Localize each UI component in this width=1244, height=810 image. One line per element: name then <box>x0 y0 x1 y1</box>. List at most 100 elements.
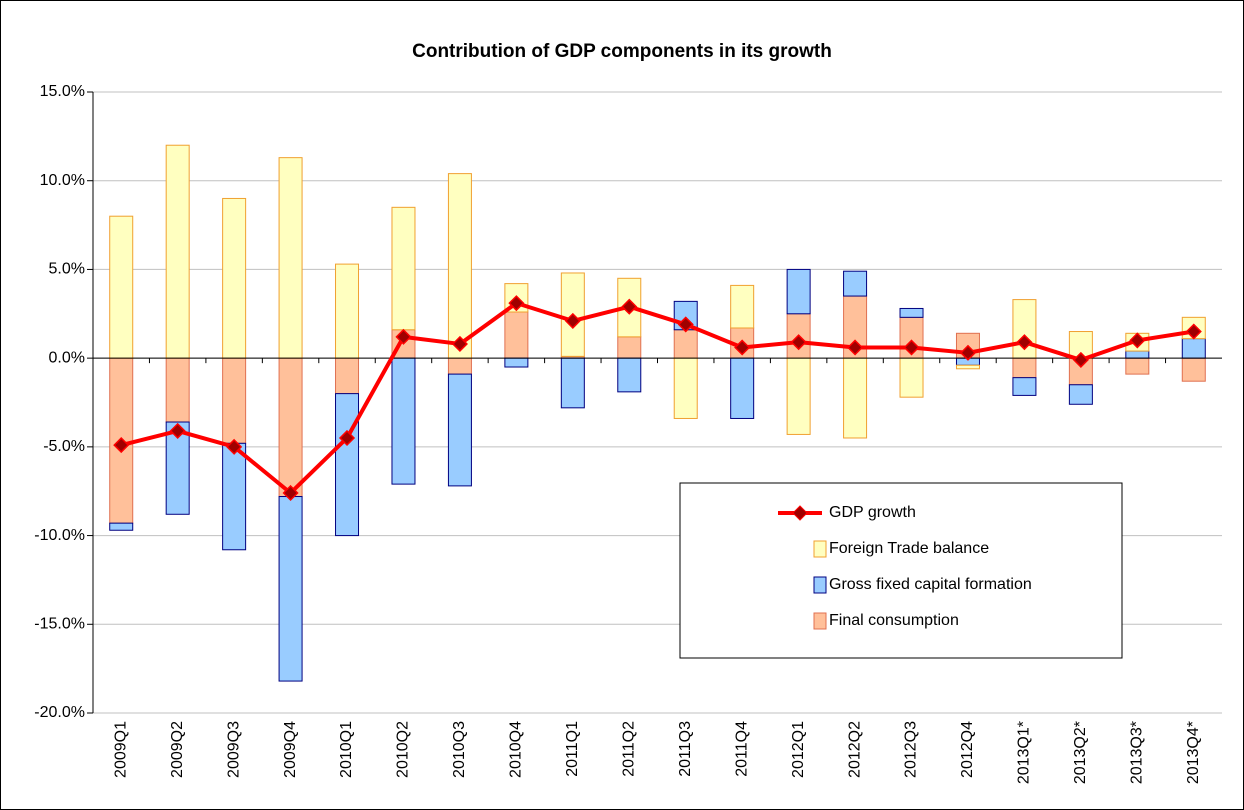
x-tick-label: 2009Q2 <box>169 721 186 778</box>
x-tick-label: 2010Q3 <box>451 721 468 778</box>
x-tick-label: 2013Q2* <box>1072 721 1089 784</box>
legend-label: Gross fixed capital formation <box>829 576 1032 593</box>
x-tick-label: 2009Q1 <box>112 721 129 778</box>
x-tick-label: 2011Q3 <box>677 721 694 777</box>
bar <box>222 357 247 444</box>
bar <box>843 270 868 297</box>
legend-box <box>679 482 1123 659</box>
legend-label: GDP growth <box>829 504 916 521</box>
bar <box>447 357 472 375</box>
x-tick-label: 2011Q1 <box>564 721 581 777</box>
marker <box>621 298 638 315</box>
x-tick-label: 2013Q4* <box>1185 721 1202 784</box>
marker <box>282 484 299 502</box>
marker <box>677 316 694 333</box>
marker <box>847 339 864 356</box>
y-tick-label: 10.0% <box>40 172 85 189</box>
marker <box>1129 332 1146 349</box>
bar <box>447 373 472 487</box>
bar <box>278 357 303 498</box>
legend-label: Final consumption <box>829 612 959 629</box>
marker <box>1185 323 1202 340</box>
marker <box>169 422 186 439</box>
line <box>120 301 1195 495</box>
marker <box>790 334 807 351</box>
legend-label: Foreign Trade balance <box>829 540 989 557</box>
x-tick-label: 2010Q2 <box>395 721 412 778</box>
bar <box>730 284 755 329</box>
bar <box>165 357 190 423</box>
chart-title: Contribution of GDP components in its gr… <box>412 41 832 62</box>
legend-marker <box>792 505 808 521</box>
x-tick-label: 2013Q1* <box>1016 721 1033 784</box>
marker <box>1016 334 1033 351</box>
bar <box>673 357 698 419</box>
x-tick-label: 2013Q3* <box>1129 721 1146 784</box>
y-tick-label: 0.0% <box>49 349 85 366</box>
bar <box>1012 377 1037 396</box>
bar <box>1068 384 1093 405</box>
bar <box>391 206 416 331</box>
marker <box>959 344 977 361</box>
bar <box>109 522 134 531</box>
bar <box>165 144 190 359</box>
y-tick-label: -10.0% <box>34 527 85 544</box>
marker <box>113 437 130 454</box>
bar <box>165 421 190 515</box>
bar <box>560 357 585 409</box>
bar <box>1181 338 1206 359</box>
bar <box>504 357 529 368</box>
marker <box>338 429 356 447</box>
marker <box>508 295 525 312</box>
y-tick-label: 5.0% <box>49 261 85 278</box>
x-tick-label: 2009Q4 <box>282 721 299 778</box>
marker <box>1072 351 1089 368</box>
marker <box>564 312 581 329</box>
x-tick-label: 2011Q4 <box>733 721 750 777</box>
bar <box>617 357 642 393</box>
x-tick-label: 2011Q2 <box>620 721 637 777</box>
legend-swatch <box>813 576 827 594</box>
bar <box>1125 350 1150 359</box>
y-tick-label: 15.0% <box>40 83 85 100</box>
marker <box>734 339 751 356</box>
bar <box>504 311 529 359</box>
legend-swatch <box>813 540 827 558</box>
bar <box>109 215 134 359</box>
bar <box>955 364 980 370</box>
bar <box>447 173 472 359</box>
bar <box>899 357 924 398</box>
marker <box>451 335 468 353</box>
bar <box>899 307 924 318</box>
x-tick-label: 2012Q4 <box>959 721 976 778</box>
bar <box>843 357 868 439</box>
bar <box>222 442 247 551</box>
bar <box>786 268 811 315</box>
x-tick-label: 2012Q3 <box>903 721 920 778</box>
y-tick-label: -20.0% <box>34 704 85 721</box>
bar <box>278 496 303 682</box>
x-tick-label: 2010Q4 <box>508 721 525 778</box>
bar <box>335 393 360 537</box>
bar <box>1125 357 1150 375</box>
bar <box>222 197 247 359</box>
marker <box>395 328 412 345</box>
legend-swatch <box>813 612 827 630</box>
bar <box>278 157 303 359</box>
marker <box>226 438 243 455</box>
bar <box>391 357 416 485</box>
bar <box>673 329 698 359</box>
x-tick-label: 2010Q1 <box>338 721 355 778</box>
bar <box>730 357 755 419</box>
x-tick-label: 2012Q2 <box>846 721 863 778</box>
x-tick-label: 2009Q3 <box>225 721 242 778</box>
y-tick-label: -5.0% <box>43 438 85 455</box>
bar <box>1012 357 1037 379</box>
bar <box>617 336 642 359</box>
bar <box>335 357 360 395</box>
bar <box>786 357 811 435</box>
bar <box>335 263 360 359</box>
marker <box>903 339 920 356</box>
